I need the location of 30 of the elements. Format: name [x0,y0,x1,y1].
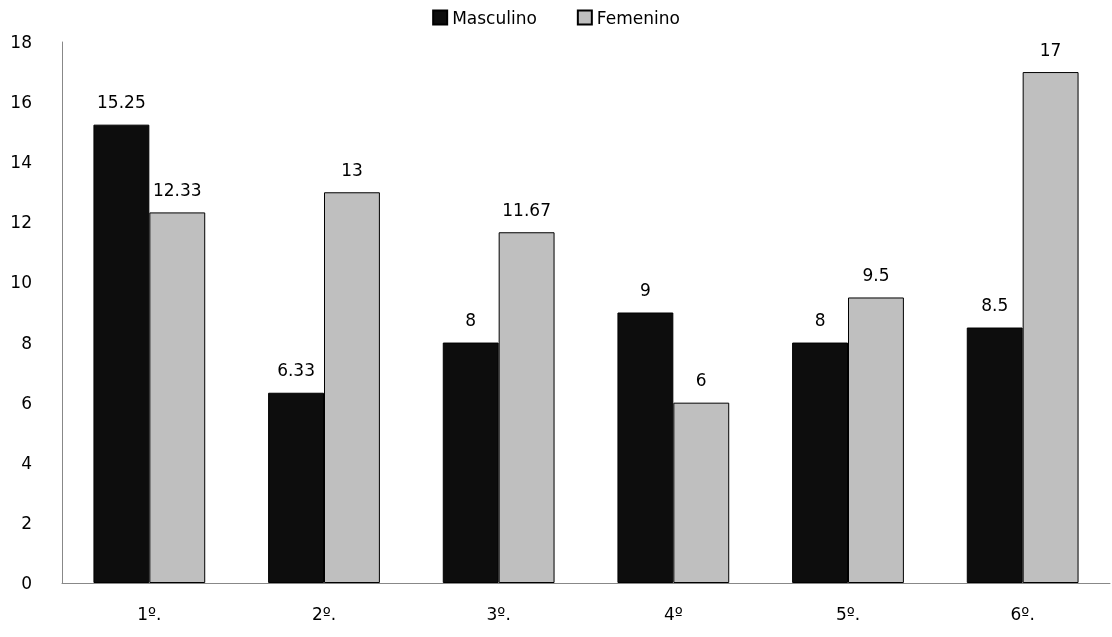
y-tick-label: 0 [21,573,32,593]
data-label: 12.33 [152,179,202,200]
x-tick-label: 3º. [486,603,511,624]
y-tick-label: 2 [21,512,32,533]
data-label: 8 [814,310,826,331]
data-label: 6 [695,370,707,391]
data-label: 9.5 [862,264,890,285]
x-tick-label: 4º [663,603,683,624]
data-label: 8.5 [981,295,1009,316]
legend-label: Femenino [596,7,680,28]
x-tick-label: 2º. [311,603,337,624]
y-tick-label: 16 [10,92,32,113]
x-tick-label: 6º. [1010,603,1035,624]
y-tick-label: 10 [10,272,32,293]
data-label: 13 [341,159,363,180]
data-label: 9 [639,280,651,300]
y-tick-label: 14 [10,152,32,173]
data-label: 11.67 [502,199,551,220]
y-tick-label: 8 [21,332,32,353]
data-label: 8 [465,310,477,331]
y-tick-label: 12 [10,212,32,233]
data-label: 17 [1039,39,1062,60]
data-label: 6.33 [277,360,315,381]
x-tick-label: 1º. [137,603,162,624]
y-tick-label: 6 [21,392,32,413]
data-label: 15.25 [97,92,146,113]
x-tick-label: 5º. [835,603,861,624]
y-tick-label: 4 [21,452,32,473]
legend-label: Masculino [452,7,537,28]
y-tick-label: 18 [10,32,32,52]
